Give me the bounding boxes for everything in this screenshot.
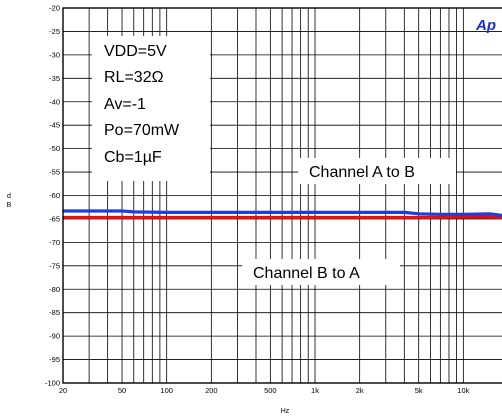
- y-tick-label: -85: [49, 308, 60, 317]
- y-tick-labels: -20 -25 -30 -35 -40 -45 -50 -55 -60 -65 -70 -75 -80 -…: [45, 4, 60, 388]
- y-tick-label: -90: [49, 332, 60, 341]
- conditions-box: [92, 36, 210, 181]
- x-tick-label: 2k: [356, 386, 364, 395]
- x-tick-labels: 20501002005001k2k5k10k20k: [59, 386, 502, 395]
- ap-logo: Ap: [475, 17, 496, 34]
- y-tick-label: -45: [49, 121, 60, 130]
- y-tick-label: -75: [49, 261, 60, 270]
- y-tick-label: -95: [49, 355, 60, 364]
- label-box-a-to-b: [298, 158, 456, 184]
- x-tick-label: 5k: [415, 386, 423, 395]
- y-tick-label: -50: [49, 144, 60, 153]
- series-line-b-to-a: [63, 215, 502, 220]
- y-tick-label: -65: [49, 214, 60, 223]
- y-axis-label-1: d: [7, 193, 11, 200]
- condition-cb: Cb=1µF: [104, 149, 162, 166]
- y-tick-label: -55: [49, 168, 60, 177]
- x-tick-label: 20: [59, 386, 67, 395]
- series-line-a-to-b: [63, 209, 502, 217]
- y-tick-label: -40: [49, 97, 60, 106]
- x-tick-label: 1k: [311, 386, 319, 395]
- x-tick-label: 100: [160, 386, 173, 395]
- y-tick-label: -100: [45, 379, 60, 388]
- condition-po: Po=70mW: [104, 122, 180, 139]
- x-axis-label: Hz: [281, 408, 290, 415]
- x-tick-label: 200: [205, 386, 218, 395]
- condition-rl: RL=32Ω: [104, 69, 164, 86]
- series-label-a-to-b: Channel A to B: [309, 164, 415, 181]
- x-tick-label: 10k: [457, 386, 469, 395]
- label-box-b-to-a: [242, 259, 400, 285]
- y-tick-label: -30: [49, 50, 60, 59]
- series-group: [63, 209, 502, 220]
- y-tick-label: -60: [49, 191, 60, 200]
- y-axis-label-2: B: [7, 202, 12, 209]
- condition-av: Av=-1: [104, 96, 146, 113]
- x-tick-label: 50: [118, 386, 126, 395]
- series-label-b-to-a: Channel B to A: [253, 265, 360, 282]
- x-tick-label: 500: [264, 386, 277, 395]
- y-tick-label: -70: [49, 238, 60, 247]
- y-tick-label: -35: [49, 74, 60, 83]
- y-tick-label: -25: [49, 27, 60, 36]
- condition-vdd: VDD=5V: [104, 43, 167, 60]
- y-tick-label: -80: [49, 285, 60, 294]
- y-tick-label: -20: [49, 4, 60, 13]
- plot-frame: [62, 7, 502, 384]
